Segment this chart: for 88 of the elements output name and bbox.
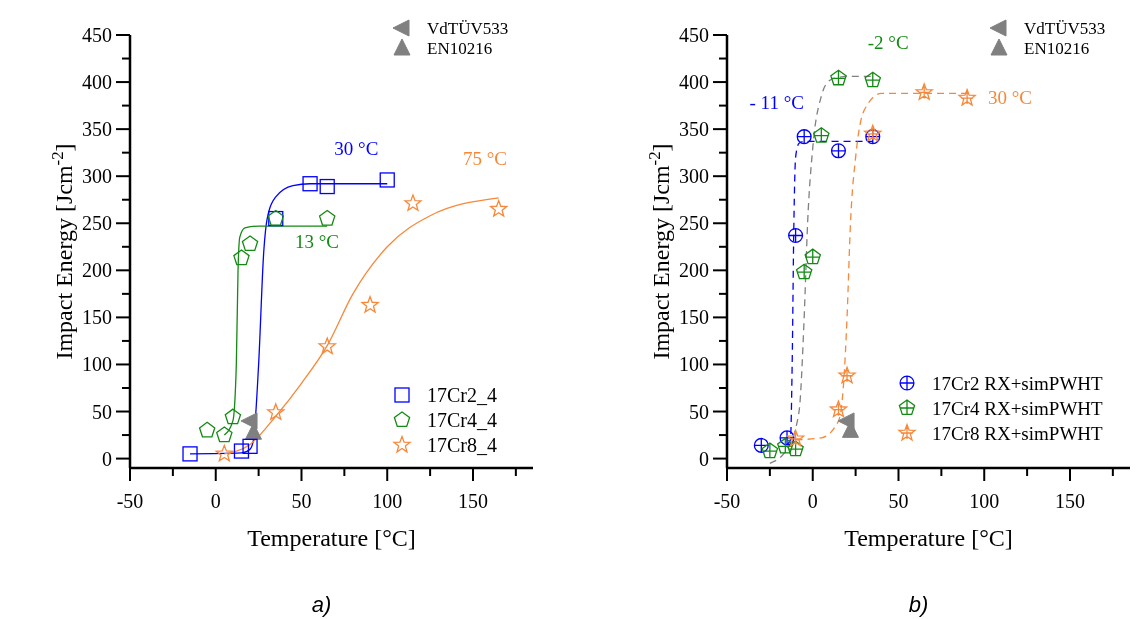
x-tick-label: -50 (116, 490, 144, 512)
point (830, 69, 847, 86)
y-tick-label: 400 (679, 71, 709, 94)
point (318, 209, 336, 226)
point (198, 421, 216, 438)
legend-label: VdTÜV533 (427, 19, 509, 38)
y-tick-label: 350 (679, 118, 709, 141)
y-tick-label: 400 (82, 71, 112, 94)
legend-label: 17Cr2 RX+simPWHT (932, 373, 1104, 394)
point (813, 127, 830, 144)
legend-label: EN10216 (427, 39, 493, 58)
point (753, 437, 769, 454)
annotation: -2 °C (867, 32, 909, 54)
point (404, 194, 422, 212)
point (224, 408, 242, 425)
point (864, 71, 882, 88)
point (761, 442, 779, 459)
point (829, 400, 848, 418)
point (216, 426, 233, 443)
legend-label: 17Cr2_4 (427, 384, 497, 406)
point (787, 440, 804, 457)
annotation: - 11 °C (749, 92, 804, 114)
point (796, 129, 812, 145)
point (233, 249, 250, 266)
annotation: 30 °C (334, 138, 379, 160)
point (958, 88, 976, 106)
legend-label: VdTÜV533 (1024, 19, 1106, 38)
text: a) (311, 592, 332, 617)
annotation: 30 °C (987, 86, 1032, 108)
x-tick-label: 100 (372, 490, 403, 512)
point (379, 172, 395, 188)
y-tick-label: 150 (82, 306, 112, 329)
x-tick-label: 50 (888, 490, 909, 512)
point (864, 124, 882, 142)
y-tick-label: 450 (679, 24, 709, 46)
point (838, 366, 856, 384)
legend-label: 17Cr8 RX+simPWHT (932, 423, 1104, 444)
point (804, 248, 821, 265)
y-tick-label: 200 (82, 259, 112, 282)
point (242, 438, 258, 454)
point (779, 430, 795, 446)
y-tick-label: 450 (82, 24, 112, 46)
y-tick-label: 150 (679, 306, 709, 329)
point (777, 437, 794, 454)
x-tick-label: 0 (807, 490, 818, 512)
x-tick-label: 150 (457, 490, 488, 512)
x-tick-label: -50 (713, 490, 741, 512)
point (233, 443, 250, 459)
x-axis-title: Temperature [°C] (247, 525, 416, 551)
legend-label: 17Cr8_4 (427, 434, 497, 456)
annotation: 75 °C (462, 147, 507, 169)
point (241, 235, 259, 252)
y-tick-label: 0 (102, 447, 112, 470)
legend-label: 17Cr4_4 (427, 409, 497, 431)
y-tick-label: 250 (679, 212, 709, 235)
point (795, 263, 813, 280)
x-tick-label: 100 (969, 490, 1000, 512)
point (915, 83, 933, 100)
text: b) (908, 592, 929, 617)
point (786, 429, 805, 447)
point (319, 178, 335, 195)
y-tick-label: 350 (82, 118, 112, 141)
point (361, 296, 379, 313)
y-tick-label: 0 (699, 447, 709, 470)
y-tick-label: 200 (679, 259, 709, 282)
legend-label: 17Cr4 RX+simPWHT (932, 398, 1104, 419)
point (267, 403, 285, 420)
point (830, 143, 847, 159)
point (215, 444, 234, 462)
x-axis-title: Temperature [°C] (844, 525, 1013, 551)
point (302, 176, 318, 192)
y-tick-label: 300 (82, 165, 112, 188)
point (787, 227, 804, 244)
point (318, 337, 336, 355)
x-tick-label: 0 (210, 490, 221, 512)
legend-label: EN10216 (1024, 39, 1090, 58)
y-tick-label: 100 (82, 353, 112, 376)
point (865, 129, 881, 145)
y-tick-label: 250 (82, 212, 112, 235)
y-tick-label: 300 (679, 165, 709, 188)
y-tick-label: 50 (689, 400, 709, 423)
y-tick-label: 100 (679, 353, 709, 376)
point (182, 446, 198, 462)
y-tick-label: 50 (92, 400, 112, 423)
x-tick-label: 50 (291, 490, 312, 512)
x-tick-label: 150 (1054, 490, 1085, 512)
annotation: 13 °C (294, 230, 339, 252)
point (489, 199, 508, 217)
